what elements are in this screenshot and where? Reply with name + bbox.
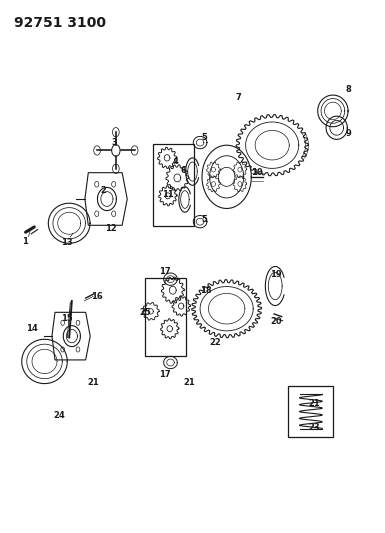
- Text: 6: 6: [180, 166, 186, 175]
- Text: 5: 5: [201, 214, 207, 223]
- Text: 21: 21: [87, 378, 99, 387]
- Text: 19: 19: [270, 270, 282, 279]
- Text: 25: 25: [139, 309, 151, 318]
- Text: 10: 10: [251, 168, 263, 177]
- Text: 17: 17: [159, 370, 171, 379]
- Text: 21: 21: [308, 399, 320, 408]
- Text: 4: 4: [172, 157, 178, 166]
- Text: 1: 1: [22, 237, 28, 246]
- Text: 16: 16: [91, 292, 103, 301]
- Text: 18: 18: [200, 286, 212, 295]
- Text: 23: 23: [308, 423, 320, 432]
- Text: 12: 12: [105, 224, 117, 233]
- Text: 7: 7: [235, 93, 241, 102]
- Text: 17: 17: [159, 267, 171, 276]
- Text: 9: 9: [345, 129, 351, 138]
- Text: 5: 5: [201, 133, 207, 142]
- Text: 24: 24: [53, 411, 65, 420]
- Text: 13: 13: [62, 238, 73, 247]
- Text: 21: 21: [184, 378, 195, 387]
- Text: 14: 14: [27, 324, 38, 333]
- Text: 92751 3100: 92751 3100: [14, 16, 106, 30]
- Text: 11: 11: [162, 190, 174, 199]
- Text: 22: 22: [209, 338, 221, 347]
- Text: 3: 3: [112, 138, 117, 147]
- Text: 8: 8: [345, 85, 351, 94]
- Text: 2: 2: [100, 186, 106, 195]
- Text: 20: 20: [270, 317, 282, 326]
- Text: 15: 15: [61, 314, 72, 322]
